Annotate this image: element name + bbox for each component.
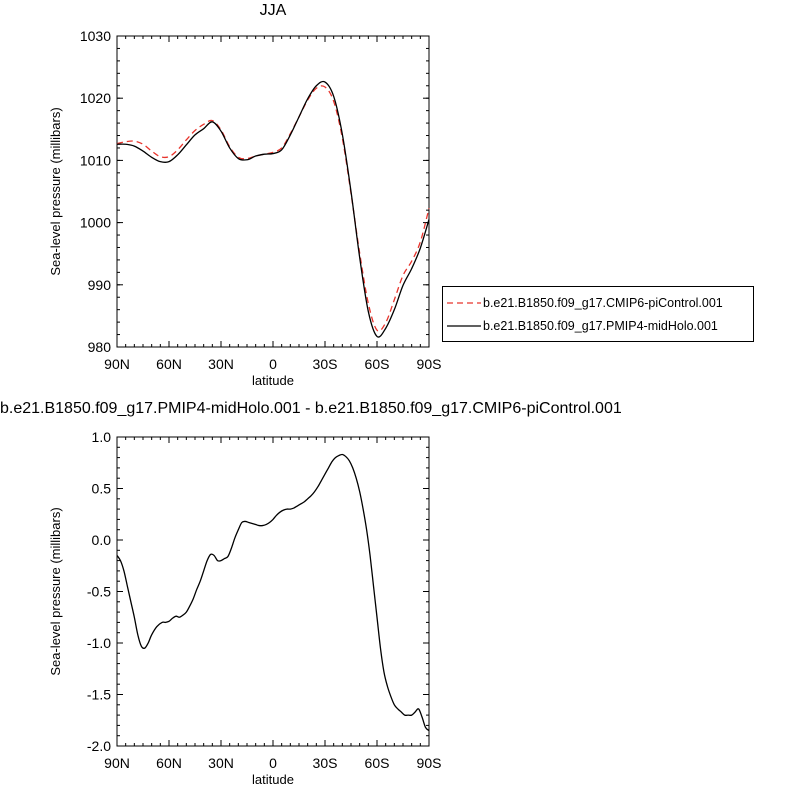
top-y-tick-label: 1010 bbox=[80, 152, 111, 168]
bottom-series-line-0 bbox=[116, 453, 430, 732]
top-y-tick-label: 990 bbox=[88, 277, 112, 293]
top-series-line-0 bbox=[116, 85, 430, 332]
legend: b.e21.B1850.f09_g17.CMIP6-piControl.001 … bbox=[442, 286, 754, 342]
top-y-tick-label: 1000 bbox=[80, 215, 111, 231]
top-x-tick-label: 90S bbox=[417, 356, 442, 372]
bottom-y-tick-label: 0.5 bbox=[92, 481, 112, 497]
bottom-y-tick-label: -1.0 bbox=[87, 635, 111, 651]
top-x-tick-label: 60S bbox=[365, 356, 390, 372]
top-plot: 90N 60N 30N 0 30S 60S 90S 980 990 1000 1010 1020 103… bbox=[48, 28, 441, 388]
bottom-y-tick-label: 0.0 bbox=[92, 532, 112, 548]
top-x-tick-label: 90N bbox=[104, 356, 130, 372]
legend-dashed-line-icon bbox=[447, 302, 481, 304]
legend-label-midholo: b.e21.B1850.f09_g17.PMIP4-midHolo.001 bbox=[483, 319, 718, 333]
bottom-y-tick-label: -2.0 bbox=[87, 738, 111, 754]
bottom-y-tick-label: -1.5 bbox=[87, 687, 111, 703]
top-y-tick-label: 1020 bbox=[80, 90, 111, 106]
bottom-x-tick-label: 0 bbox=[269, 755, 277, 771]
bottom-plot: 90N 60N 30N 0 30S 60S 90S -2.0 -1.5 -1.0 -0.5 0.0 0.… bbox=[48, 429, 441, 787]
legend-label-picontrol: b.e21.B1850.f09_g17.CMIP6-piControl.001 bbox=[483, 296, 723, 310]
top-y-tick-label: 1030 bbox=[80, 28, 111, 44]
top-x-tick-label: 0 bbox=[269, 356, 277, 372]
top-x-axis-label: latitude bbox=[252, 373, 294, 388]
legend-item-midholo: b.e21.B1850.f09_g17.PMIP4-midHolo.001 bbox=[443, 316, 753, 336]
top-x-tick-label: 60N bbox=[156, 356, 182, 372]
bottom-x-tick-label: 30N bbox=[208, 755, 234, 771]
bottom-plot-frame bbox=[116, 436, 430, 747]
bottom-x-tick-label: 90N bbox=[104, 755, 130, 771]
bottom-x-tick-label: 60N bbox=[156, 755, 182, 771]
bottom-x-tick-label: 30S bbox=[313, 755, 338, 771]
bottom-y-axis-label: Sea-level pressure (millibars) bbox=[48, 507, 63, 675]
bottom-plot-title: b.e21.B1850.f09_g17.PMIP4-midHolo.001 - … bbox=[0, 400, 622, 417]
bottom-y-tick-label: 1.0 bbox=[92, 429, 112, 445]
top-plot-title: JJA bbox=[259, 2, 287, 19]
legend-item-picontrol: b.e21.B1850.f09_g17.CMIP6-piControl.001 bbox=[443, 293, 753, 313]
legend-solid-line-icon bbox=[447, 325, 481, 327]
top-x-tick-label: 30S bbox=[313, 356, 338, 372]
top-x-tick-label: 30N bbox=[208, 356, 234, 372]
bottom-x-tick-label: 60S bbox=[365, 755, 390, 771]
bottom-x-tick-label: 90S bbox=[417, 755, 442, 771]
bottom-x-axis-label: latitude bbox=[252, 772, 294, 787]
top-plot-frame bbox=[116, 35, 430, 348]
top-series-line-1 bbox=[116, 80, 430, 338]
bottom-y-tick-label: -0.5 bbox=[87, 584, 111, 600]
top-y-tick-label: 980 bbox=[88, 339, 112, 355]
top-y-axis-label: Sea-level pressure (millibars) bbox=[48, 107, 63, 275]
